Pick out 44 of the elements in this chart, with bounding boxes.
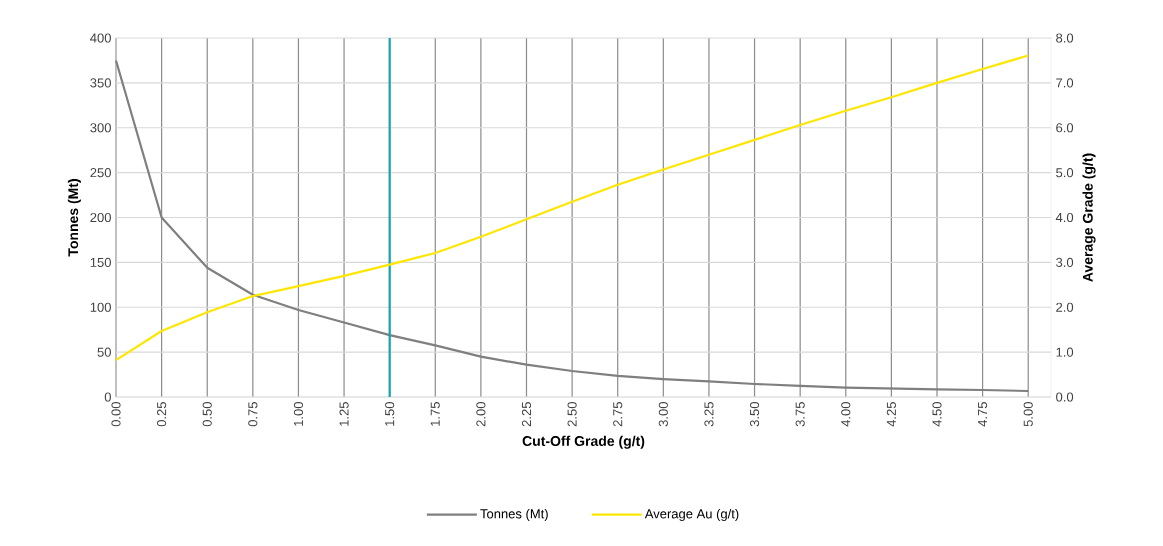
y2-tick-label: 7.0 — [1056, 78, 1074, 88]
y-tick-label: 150 — [90, 257, 111, 267]
y2-tick-label: 3.0 — [1056, 257, 1074, 267]
x-tick-label: 5.00 — [1023, 402, 1033, 427]
y-tick-label: 350 — [90, 78, 111, 88]
legend-label: Average Au (g/t) — [644, 508, 739, 522]
x-tick-label: 4.25 — [886, 402, 896, 427]
x-tick-label: 4.50 — [932, 402, 942, 427]
x-tick-label: 2.00 — [476, 402, 486, 427]
x-tick-label: 2.75 — [613, 402, 623, 427]
y2-axis-title: Average Grade (g/t) — [1082, 153, 1096, 282]
y2-tick-label: 1.0 — [1056, 347, 1074, 357]
x-tick-label: 3.50 — [749, 402, 760, 427]
y-tick-label: 0 — [104, 392, 111, 402]
legend-label: Tonnes (Mt) — [480, 508, 548, 521]
x-tick-label: 0.75 — [248, 402, 258, 427]
x-tick-label: 3.00 — [658, 402, 668, 427]
x-tick-label: 1.25 — [339, 402, 349, 426]
x-tick-label: 2.25 — [521, 402, 532, 427]
y-tick-label: 200 — [90, 212, 111, 223]
y-axis-title: Tonnes (Mt) — [67, 179, 81, 257]
y-tick-label: 250 — [90, 168, 111, 178]
y2-tick-label: 8.0 — [1056, 33, 1074, 43]
x-tick-label: 0.00 — [111, 402, 121, 427]
x-tick-label: 0.25 — [157, 402, 167, 427]
y-tick-label: 400 — [90, 33, 111, 43]
x-tick-label: 2.50 — [567, 402, 577, 427]
x-tick-label: 1.00 — [293, 402, 304, 426]
y-tick-label: 300 — [90, 123, 111, 133]
x-tick-label: 4.00 — [841, 402, 851, 427]
y2-tick-label: 5.0 — [1056, 168, 1074, 178]
y2-tick-label: 2.0 — [1056, 302, 1074, 312]
x-tick-label: 1.50 — [385, 402, 395, 426]
x-tick-label: 4.75 — [978, 402, 988, 427]
y2-tick-label: 4.0 — [1055, 212, 1074, 223]
y-tick-label: 50 — [97, 347, 111, 357]
y2-tick-label: 0.0 — [1056, 392, 1074, 402]
y2-tick-label: 6.0 — [1056, 123, 1074, 133]
x-tick-label: 1.75 — [430, 402, 440, 426]
x-tick-label: 0.50 — [202, 402, 212, 427]
x-tick-label: 3.75 — [795, 402, 805, 427]
x-axis-title: Cut-Off Grade (g/t) — [522, 435, 645, 449]
y-tick-label: 100 — [90, 302, 111, 312]
x-tick-label: 3.25 — [704, 402, 714, 427]
